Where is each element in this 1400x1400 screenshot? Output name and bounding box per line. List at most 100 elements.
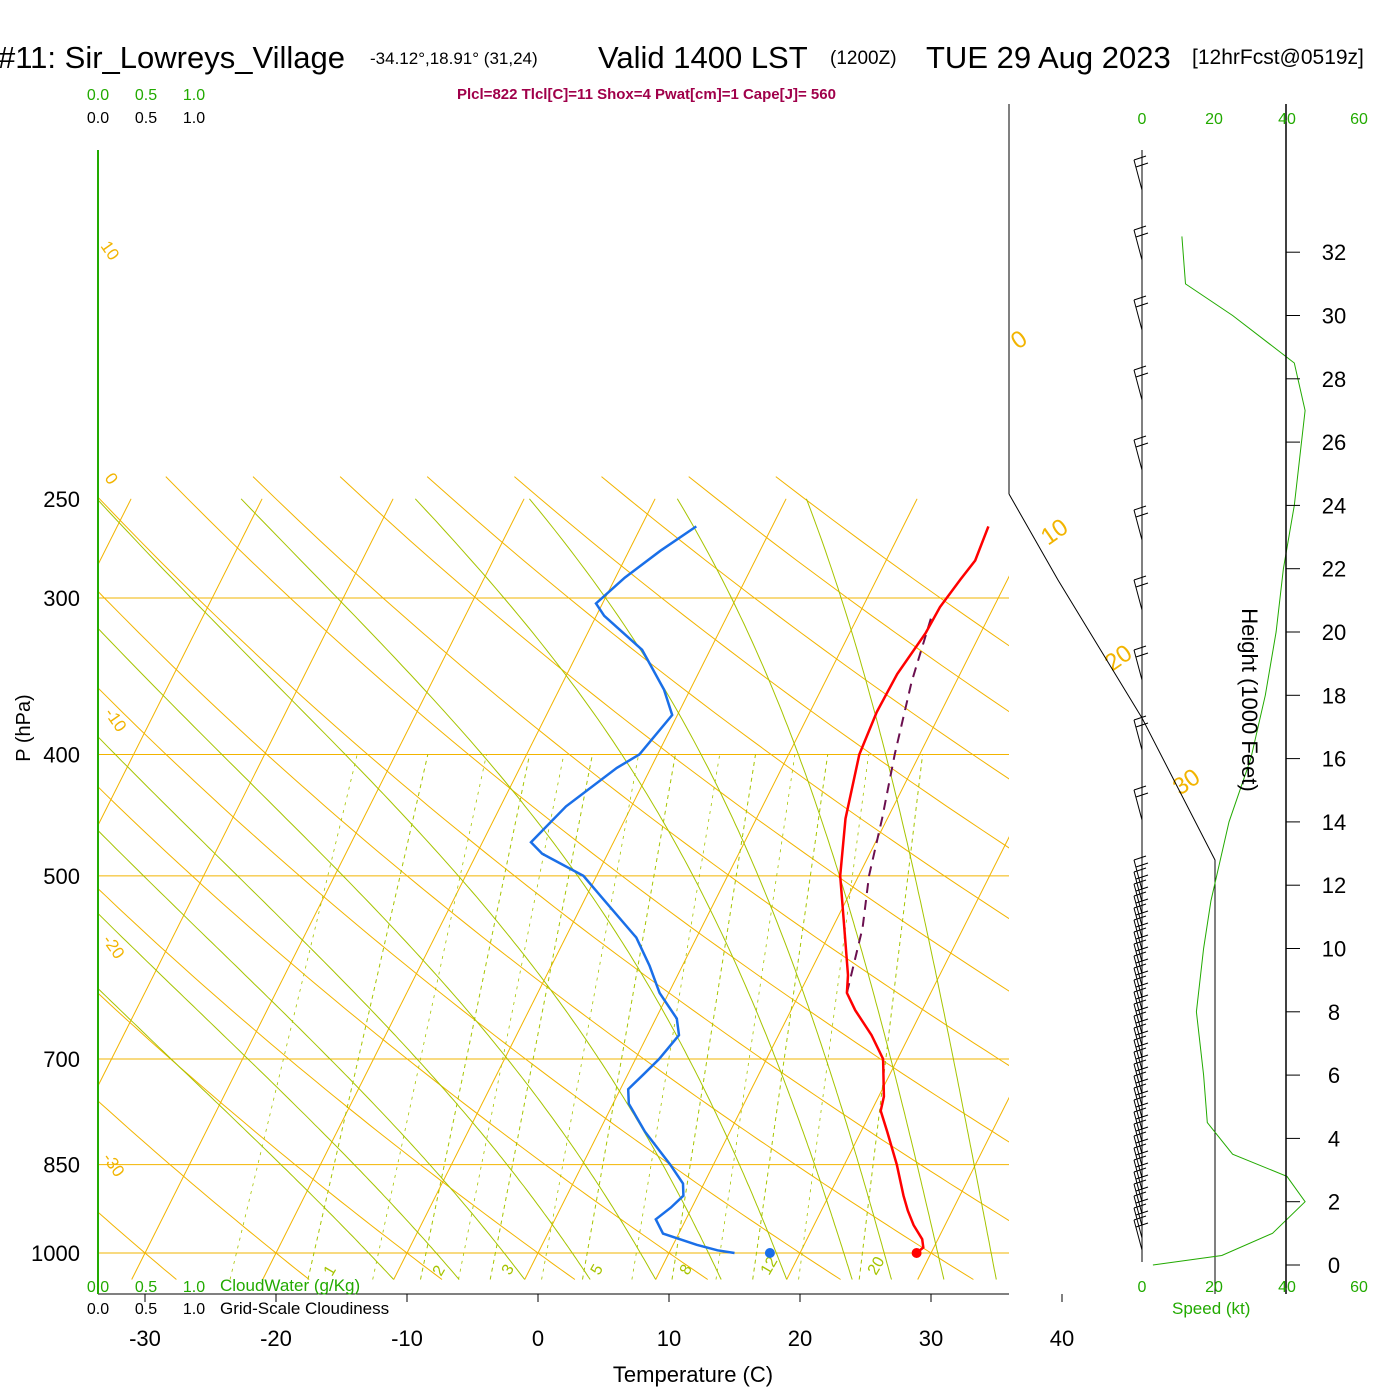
theta-label: -10	[101, 704, 131, 735]
dry-adiabat	[98, 590, 974, 1280]
wind-barb	[1133, 1123, 1143, 1155]
dry-adiabat	[98, 496, 1009, 1222]
dry-adiabat	[98, 887, 576, 1280]
wind-barb-flag	[1135, 302, 1149, 308]
moist-adiabat	[98, 499, 722, 1280]
dry-adiabat	[98, 687, 841, 1280]
dry-adiabat	[688, 476, 1009, 713]
isotherms	[98, 498, 1400, 1280]
moist-adiabats	[98, 498, 997, 1280]
wind-barb	[1133, 991, 1143, 1023]
sounding-indices: Plcl=822 Tlcl[C]=11 Shox=4 Pwat[cm]=1 Ca…	[457, 86, 836, 103]
wind-barb	[1133, 883, 1143, 915]
wind-barb	[1133, 159, 1143, 191]
dry-adiabat	[165, 476, 1009, 1143]
speed-tick-label: 40	[1278, 111, 1296, 128]
isotherm	[917, 1096, 1009, 1280]
cloud-scale-label: 1.0	[183, 87, 205, 104]
wind-barb-flag	[1133, 645, 1147, 651]
mixing-ratio-line	[458, 754, 565, 1280]
height-tick-label: 20	[1322, 620, 1346, 645]
wind-barb	[1133, 369, 1143, 401]
x-tick-label: -20	[260, 1326, 292, 1351]
pressure-label: 500	[43, 864, 80, 889]
wind-barb-flag	[1135, 862, 1149, 868]
isotherm	[131, 498, 525, 1280]
theta-label: 30	[1168, 763, 1205, 800]
mixing-ratio-lines	[229, 754, 924, 1280]
pressure-label: 300	[43, 586, 80, 611]
wind-barb	[1133, 955, 1143, 987]
wind-barb-flag	[1133, 365, 1147, 371]
wind-barb	[1133, 1171, 1143, 1203]
wind-barb-flag	[1135, 722, 1149, 728]
dewpoint-trace	[529, 525, 735, 1255]
dry-adiabat	[98, 992, 443, 1280]
cloud-scale-label: 0.5	[135, 110, 157, 127]
wind-barb	[1133, 1195, 1143, 1227]
dry-adiabat	[775, 476, 1009, 647]
wind-barb	[1133, 579, 1143, 611]
wind-barb	[1133, 1183, 1143, 1215]
valid-date: TUE 29 Aug 2023	[926, 40, 1171, 75]
wind-barb-flag	[1133, 855, 1147, 861]
wind-barb	[1133, 1111, 1143, 1143]
height-tick-label: 0	[1328, 1253, 1340, 1278]
wind-barb	[1133, 1015, 1143, 1047]
wind-barb-flag	[1133, 785, 1147, 791]
dry-adiabat	[0, 477, 44, 1280]
cloud-scale-label: 0.5	[135, 1279, 157, 1296]
moist-adiabat	[414, 498, 853, 1280]
theta-label: 0	[101, 469, 122, 488]
height-tick-label: 2	[1328, 1190, 1340, 1215]
mixing-ratio-label: 20	[865, 1254, 889, 1278]
wind-barb	[1133, 1027, 1143, 1059]
moist-adiabat	[529, 498, 892, 1280]
height-tick-label: 30	[1322, 304, 1346, 329]
cloud-scale-label: 1.0	[183, 110, 205, 127]
wind-barb	[1133, 943, 1143, 975]
speed-axis-title: Speed (kt)	[1172, 1299, 1250, 1318]
wind-barb-flag	[1135, 372, 1149, 378]
surface-temperature-dot	[911, 1248, 922, 1258]
wind-barb	[1133, 859, 1143, 891]
x-tick-label: -30	[129, 1326, 161, 1351]
moist-adiabat	[98, 912, 460, 1280]
cloudiness-label: Grid-Scale Cloudiness	[220, 1299, 389, 1318]
dry-adiabat	[514, 476, 1009, 849]
x-tick-label: 10	[657, 1326, 681, 1351]
speed-tick-label: 20	[1205, 1279, 1223, 1296]
mixing-ratio-line	[715, 754, 796, 1280]
mixing-ratio-label: 3	[499, 1262, 518, 1278]
speed-tick-label: 60	[1350, 111, 1368, 128]
cloud-scale-label: 0.5	[135, 87, 157, 104]
wind-barb	[1133, 719, 1143, 751]
mixing-ratio-line	[582, 754, 676, 1280]
dry-adiabat	[252, 476, 1009, 1067]
wind-barb	[1133, 1039, 1143, 1071]
moist-adiabat	[805, 498, 997, 1280]
wind-barb-flag	[1133, 575, 1147, 581]
wind-barb-flag	[1135, 874, 1149, 880]
wind-barb	[1133, 1003, 1143, 1035]
axis-labels: -30 -20 -10 0 10 20 30 402503004005007008501000…	[31, 87, 1368, 1351]
isotherm	[262, 498, 656, 1280]
speed-tick-label: 0	[1138, 1279, 1147, 1296]
mixing-ratio-label: 8	[677, 1262, 696, 1278]
mixing-ratio-line	[420, 754, 531, 1280]
wind-barb-flag	[1135, 792, 1149, 798]
wind-barb	[1133, 1099, 1143, 1131]
isobars	[98, 597, 1009, 1254]
wind-barb	[1133, 789, 1143, 821]
moist-adiabat	[98, 736, 591, 1280]
speed-tick-label: 40	[1278, 1279, 1296, 1296]
pressure-label: 850	[43, 1153, 80, 1178]
pressure-label: 250	[43, 487, 80, 512]
x-tick-label: -10	[391, 1326, 423, 1351]
wind-barb	[1133, 967, 1143, 999]
height-tick-label: 6	[1328, 1063, 1340, 1088]
wind-barb	[1133, 229, 1143, 261]
dry-adiabat	[339, 476, 1009, 992]
isotherm	[1049, 499, 1400, 1280]
height-tick-label: 32	[1322, 240, 1346, 265]
